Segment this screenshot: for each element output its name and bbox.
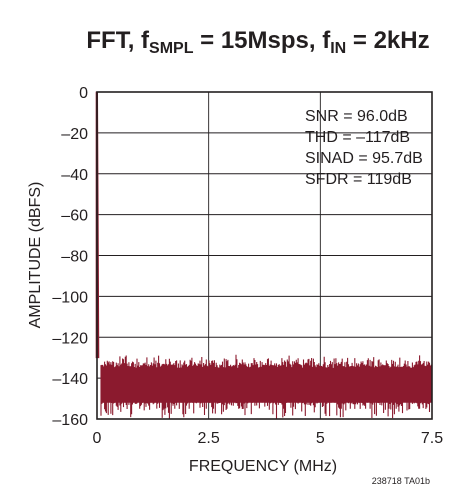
figure-id: 238718 TA01b — [372, 476, 430, 486]
annotation-sinad: SINAD = 95.7dB — [305, 150, 423, 167]
x-tick-label-1: 2.5 — [198, 430, 220, 447]
metrics-annotations: SNR = 96.0dB THD = –117dB SINAD = 95.7dB… — [305, 108, 423, 188]
y-tick-label-0: 0 — [79, 85, 88, 102]
y-tick-label-1: –20 — [61, 126, 88, 143]
y-tick-label-7: –140 — [52, 371, 88, 388]
title-sub-in: IN — [330, 40, 346, 57]
noise-floor-trace — [100, 354, 432, 419]
chart-title: FFT, fSMPL = 15Msps, fIN = 2kHz — [86, 27, 429, 57]
title-sub-smpl: SMPL — [149, 40, 194, 57]
title-suffix: = 2kHz — [346, 27, 429, 54]
y-tick-labels: 0 –20 –40 –60 –80 –100 –120 –140 –160 — [52, 85, 88, 429]
x-tick-label-2: 5 — [316, 430, 325, 447]
annotation-snr: SNR = 96.0dB — [305, 108, 408, 125]
y-tick-label-4: –80 — [61, 249, 88, 266]
x-tick-label-3: 7.5 — [421, 430, 443, 447]
title-prefix: FFT, f — [86, 27, 150, 54]
annotation-thd: THD = –117dB — [305, 129, 410, 146]
x-tick-label-0: 0 — [93, 430, 102, 447]
spectrum-series — [95, 91, 432, 419]
y-tick-label-6: –120 — [52, 330, 88, 347]
annotation-sfdr: SFDR = 119dB — [305, 171, 412, 188]
y-tick-label-8: –160 — [52, 412, 88, 429]
y-tick-label-5: –100 — [52, 289, 88, 306]
plot-frame — [96, 91, 433, 420]
x-tick-labels: 0 2.5 5 7.5 — [93, 430, 444, 447]
x-axis-label: FREQUENCY (MHz) — [189, 458, 337, 475]
y-tick-label-3: –60 — [61, 208, 88, 225]
y-axis-label: AMPLITUDE (dBFS) — [27, 182, 44, 329]
title-mid: = 15Msps, f — [193, 27, 331, 54]
y-tick-label-2: –40 — [61, 167, 88, 184]
